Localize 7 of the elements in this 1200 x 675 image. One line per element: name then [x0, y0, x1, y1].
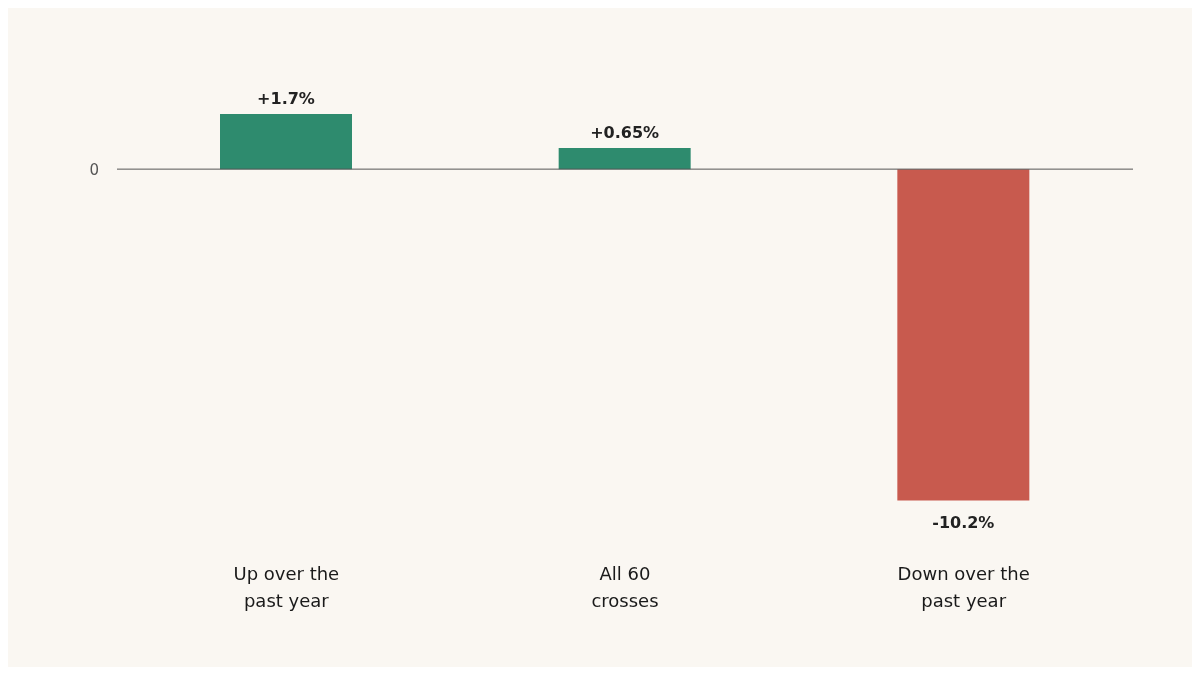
x-tick-label: All 60 crosses: [591, 563, 659, 611]
x-tick-label: Down over the past year: [897, 563, 1030, 611]
text: 0: [89, 161, 99, 180]
data-label: +1.7%: [257, 88, 315, 108]
x-tick-label: Up over the past year: [233, 563, 340, 611]
data-label: +0.65%: [590, 123, 660, 143]
data-label: -10.2%: [932, 513, 995, 533]
